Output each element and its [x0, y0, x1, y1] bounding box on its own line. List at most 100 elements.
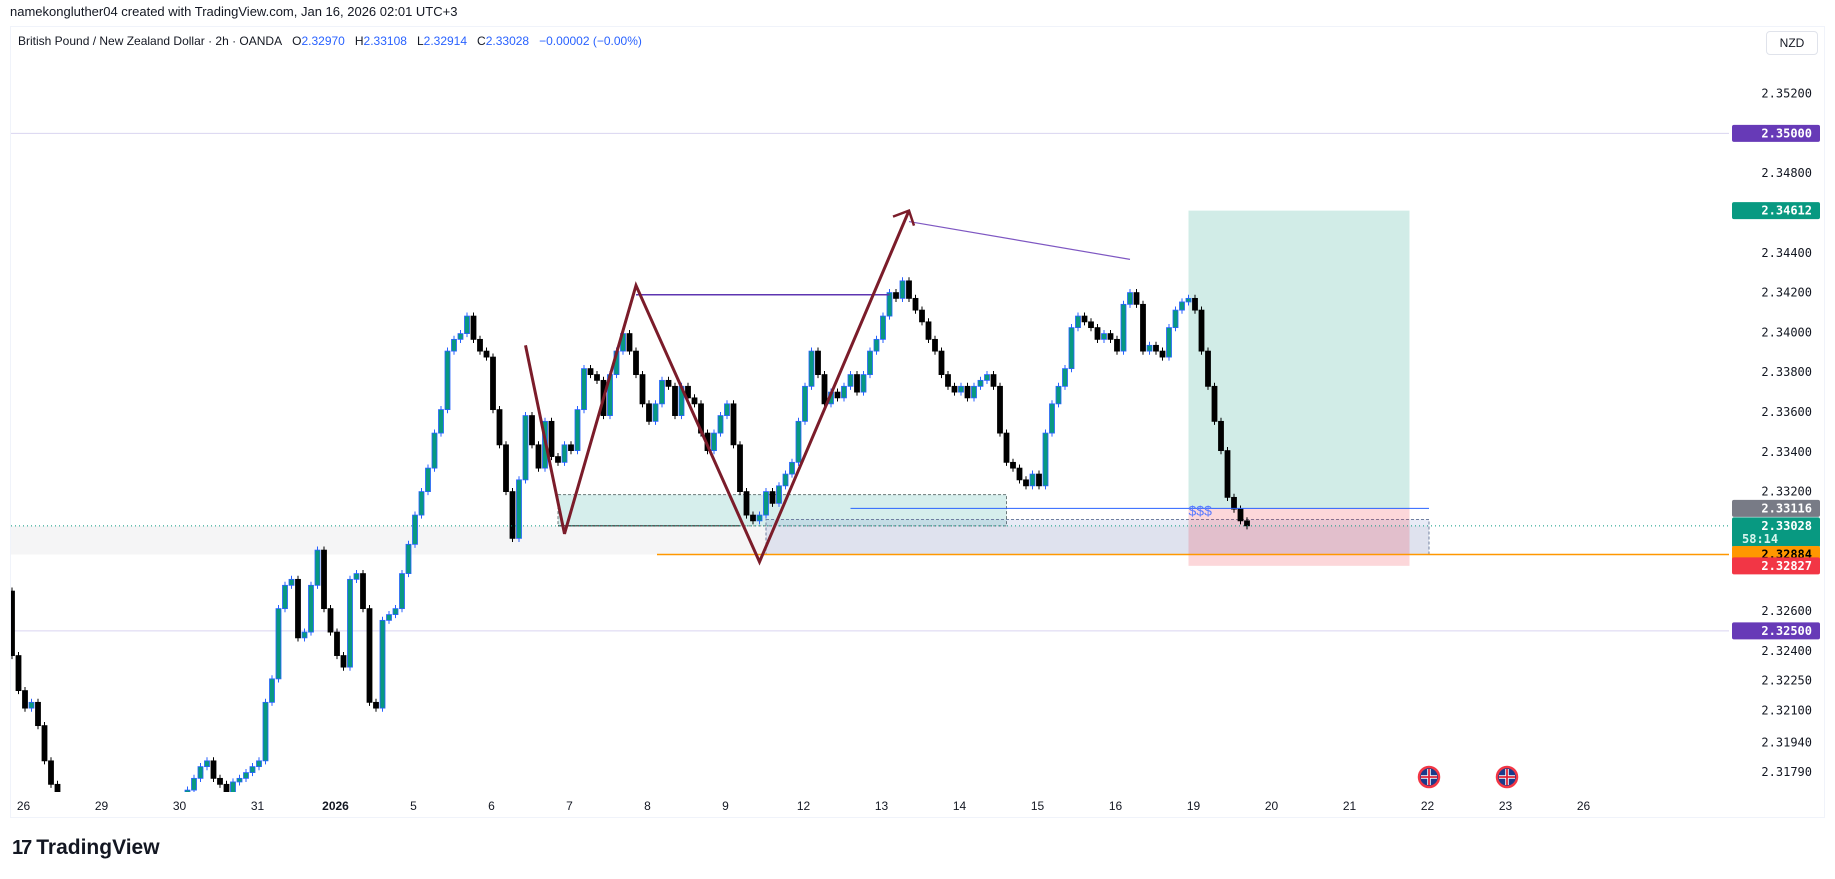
- price-tick-label: 2.32400: [1761, 644, 1812, 658]
- footer-brand[interactable]: 17 TradingView: [12, 836, 160, 860]
- candle-body: [893, 292, 899, 299]
- candle-body: [945, 374, 951, 387]
- tradingview-logo-icon: 17: [12, 836, 32, 859]
- close-value: 2.33028: [485, 34, 530, 48]
- candle-body: [15, 655, 22, 691]
- candle-body: [1237, 508, 1244, 522]
- candle-body: [464, 315, 470, 334]
- candle-body: [672, 385, 678, 416]
- candle-body: [1055, 385, 1062, 405]
- candle-body: [535, 444, 542, 469]
- candle-body: [1146, 344, 1153, 352]
- candle-body: [334, 631, 340, 656]
- candle-body: [1231, 496, 1237, 510]
- time-tick-label: 19: [1187, 799, 1201, 813]
- candle-body: [54, 783, 61, 792]
- candle-body: [1179, 301, 1185, 311]
- candle-body: [496, 409, 503, 446]
- candle-body: [301, 631, 308, 639]
- candle-body: [626, 333, 633, 352]
- candle-body: [990, 374, 997, 387]
- candle-body: [140, 802, 145, 808]
- candle-body: [1042, 432, 1049, 487]
- candle-body: [633, 350, 639, 375]
- candle-body: [1205, 350, 1211, 387]
- time-tick-label: 5: [410, 799, 417, 813]
- zigzag-arrowhead-icon: [892, 208, 916, 227]
- uk-flag-icon[interactable]: [1495, 765, 1519, 789]
- time-tick-label: 12: [797, 799, 811, 813]
- candle-body: [120, 805, 125, 810]
- time-tick-label: 9: [722, 799, 729, 813]
- time-tick-label: 6: [488, 799, 495, 813]
- candle-body: [217, 777, 223, 785]
- candle-body: [418, 491, 425, 516]
- candle-body: [756, 514, 763, 522]
- candle-body: [1101, 333, 1107, 340]
- price-tick-label: 2.34400: [1761, 246, 1812, 260]
- entry-price-tag-bg: [1732, 499, 1820, 517]
- candle-body: [483, 350, 490, 358]
- price-tick-label: 2.32100: [1761, 704, 1812, 718]
- candle-body: [737, 444, 743, 492]
- price-tick-label: 2.31790: [1761, 765, 1812, 779]
- candle-body: [444, 350, 451, 411]
- candle-body: [431, 432, 438, 469]
- symbol-title[interactable]: British Pound / New Zealand Dollar · 2h …: [18, 34, 283, 48]
- level-price-tag-bg: [1732, 622, 1820, 640]
- candle-body: [373, 701, 379, 709]
- target-price-tag-bg: [1732, 202, 1820, 220]
- candle-body: [717, 415, 724, 434]
- change-value: −0.00002 (−0.00%): [539, 34, 642, 48]
- candle-body: [964, 385, 971, 399]
- position-stop-zone: [1188, 508, 1410, 566]
- candle-body: [269, 678, 275, 703]
- candle-body: [1140, 303, 1146, 352]
- candle-body: [68, 802, 73, 820]
- candle-body: [457, 333, 464, 340]
- uk-flag-icon[interactable]: [1417, 765, 1441, 789]
- candle-body: [919, 309, 925, 323]
- candle-body: [204, 760, 210, 768]
- candle-body: [1075, 315, 1081, 329]
- candle-body: [659, 379, 665, 405]
- candle-body: [743, 491, 750, 516]
- candle-body: [405, 543, 412, 574]
- candle-body: [529, 415, 535, 446]
- candle-body: [516, 479, 522, 539]
- high-value: 2.33108: [363, 34, 407, 48]
- level-price-tag: 2.35000: [1761, 126, 1812, 140]
- candle-body: [1133, 292, 1140, 305]
- candle-body: [321, 549, 327, 610]
- candle-body: [243, 772, 249, 779]
- candle-body: [210, 760, 217, 779]
- candle-body: [28, 701, 35, 709]
- candle-body: [912, 297, 919, 311]
- last-price-tag-countdown: 58:14: [1742, 532, 1778, 546]
- price-tick-label: 2.31940: [1761, 735, 1812, 749]
- candle-body: [867, 350, 873, 375]
- level-price-tag: 2.32500: [1761, 624, 1812, 638]
- price-tick-label: 2.33600: [1761, 405, 1812, 419]
- time-tick-label: 22: [1421, 799, 1435, 813]
- candle-body: [1088, 321, 1094, 329]
- candle-body: [347, 578, 353, 668]
- candle-body: [1003, 432, 1010, 463]
- currency-button[interactable]: NZD: [1766, 31, 1818, 55]
- candle-body: [392, 608, 399, 615]
- candle-body: [503, 444, 509, 492]
- candle-body: [997, 385, 1003, 434]
- time-tick-label: 29: [95, 799, 109, 813]
- candle-body: [1218, 420, 1224, 452]
- candle-body: [873, 338, 880, 352]
- candle-body: [776, 485, 782, 504]
- gray-band: [11, 525, 1429, 555]
- candle-body: [821, 374, 828, 405]
- candle-body: [360, 573, 366, 610]
- candle-body: [509, 491, 516, 539]
- candle-body: [1244, 520, 1250, 527]
- candle-body: [48, 760, 54, 785]
- time-tick-label: 21: [1343, 799, 1357, 813]
- candle-body: [925, 321, 932, 340]
